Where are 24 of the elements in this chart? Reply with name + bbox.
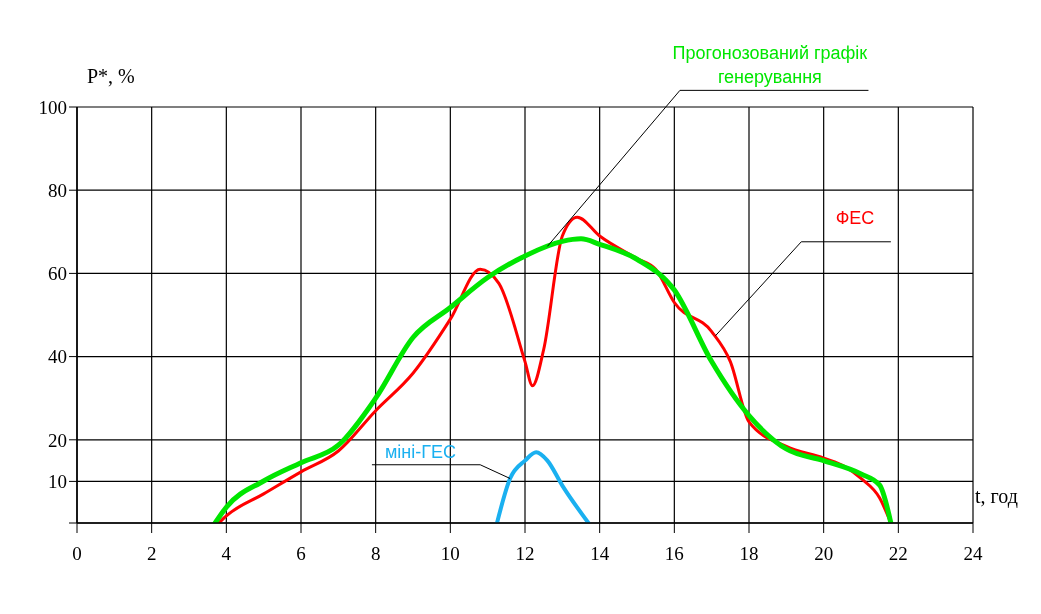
x-axis-title: t, год: [975, 485, 1018, 508]
x-tick-label: 20: [814, 543, 834, 565]
x-tick-label: 18: [739, 543, 759, 565]
y-tick-label: 40: [48, 346, 67, 368]
y-tick-label: 20: [48, 429, 67, 451]
x-tick-label: 6: [296, 543, 306, 565]
y-axis-title: P*, %: [87, 65, 135, 88]
y-tick-label: 100: [38, 96, 67, 118]
y-tick-label: 60: [48, 263, 67, 285]
y-tick-label: 10: [48, 471, 67, 493]
x-tick-label: 0: [72, 543, 82, 565]
x-tick-label: 24: [963, 543, 983, 565]
x-tick-label: 12: [515, 543, 535, 565]
text: Прогонозований графік генерування: [671, 41, 869, 89]
text: ФЕС: [834, 206, 876, 230]
x-tick-label: 22: [888, 543, 908, 565]
x-tick-label: 16: [664, 543, 684, 565]
x-tick-label: 14: [590, 543, 610, 565]
x-tick-label: 8: [370, 543, 381, 565]
x-tick-label: 4: [221, 543, 232, 565]
x-tick-label: 2: [146, 543, 157, 565]
x-tick-label: 10: [440, 543, 460, 565]
line-series: [495, 450, 591, 523]
y-tick-label: 80: [48, 179, 67, 201]
